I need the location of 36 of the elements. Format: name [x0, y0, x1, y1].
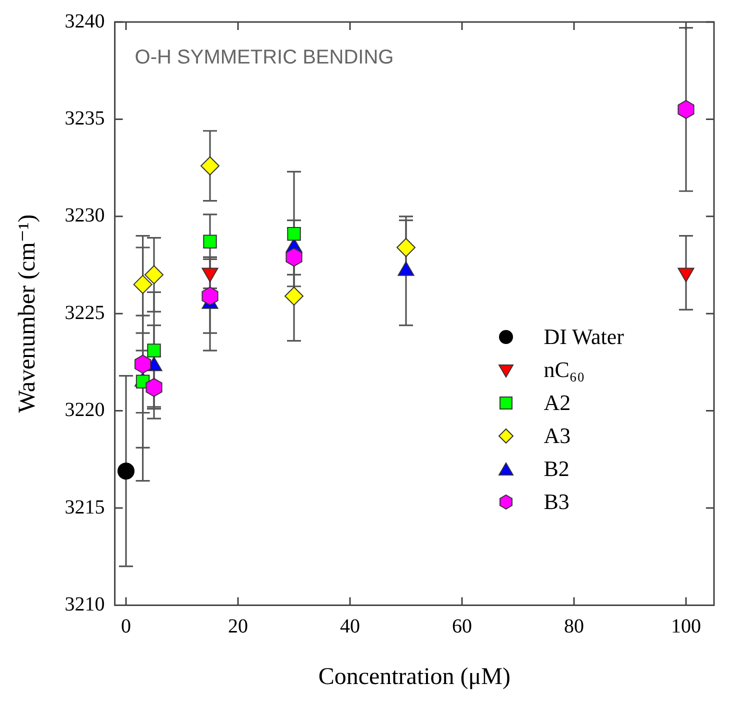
annotation: O-H SYMMETRIC BENDING [134, 46, 394, 69]
y-tick-label: 3230 [64, 204, 105, 227]
x-tick-label: 100 [671, 615, 701, 638]
y-tick-label: 3240 [64, 10, 105, 32]
y-tick-label: 3235 [64, 107, 105, 130]
legend-label: B3 [544, 488, 570, 514]
legend-label: A3 [544, 422, 571, 448]
y-tick-label: 3220 [64, 399, 105, 422]
y-axis-title: Wavenumber (cm⁻¹) [14, 214, 41, 413]
point [286, 248, 302, 267]
point [134, 354, 152, 374]
legend-label: DI Water [544, 324, 624, 350]
legend-label: A2 [544, 390, 571, 416]
y-tick-label: 3225 [64, 302, 105, 324]
x-tick-label: 20 [228, 615, 248, 638]
point [202, 286, 218, 306]
x-tick-label: 80 [564, 615, 584, 638]
legend-label: B2 [544, 456, 570, 482]
point [133, 274, 152, 294]
point [200, 156, 220, 176]
y-tick-label: 3210 [64, 593, 105, 616]
legend-label: nC₆₀ [544, 356, 585, 382]
point [678, 100, 694, 119]
point [144, 265, 164, 284]
x-tick-label: 40 [340, 615, 360, 638]
x-tick-label: 60 [452, 615, 472, 638]
y-tick-label: 3215 [64, 496, 105, 518]
x-tick-label: 0 [121, 615, 131, 638]
x-axis-title: Concentration (μM) [318, 664, 510, 690]
point [146, 378, 162, 397]
point [147, 344, 161, 358]
point [118, 462, 134, 480]
point [396, 238, 416, 258]
point [287, 227, 301, 241]
point [203, 234, 217, 249]
point [284, 286, 304, 306]
